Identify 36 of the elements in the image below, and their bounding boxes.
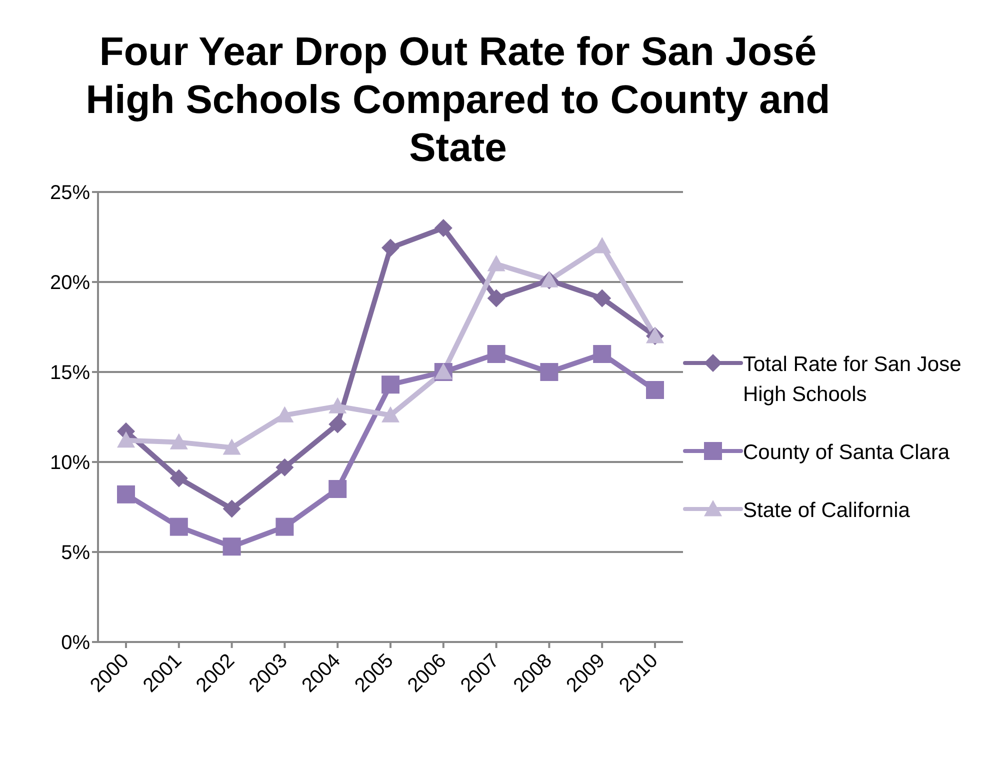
point [487,255,506,272]
legend-label: State of California [743,498,910,524]
y-tick-label: 10% [50,452,90,474]
point [276,458,294,476]
point [593,289,612,308]
y-tick-label: 25% [50,182,90,204]
point [646,381,664,399]
point [222,438,241,455]
y-tick-label: 20% [50,272,90,294]
point [117,485,135,504]
point [382,238,400,257]
point [593,237,612,254]
point [382,406,400,422]
point [170,469,188,488]
legend-label: Total Rate for San Jose High Schools [743,352,962,408]
y-tick-label: 5% [61,542,90,564]
point [117,431,135,448]
point [170,433,188,450]
point [328,480,347,498]
point [222,500,241,518]
point [276,406,294,422]
y-tick-label: 0% [61,632,90,654]
point [540,363,558,381]
legend-label: County of Santa Clara [743,440,950,466]
y-tick-label: 15% [50,362,90,384]
point [328,397,347,414]
point [487,289,506,308]
point [170,518,188,536]
chart-title: Four Year Drop Out Rate for San José High Schools Compared to County and State [84,29,832,172]
point [593,345,612,363]
point [276,518,294,536]
point [487,345,506,363]
point [328,415,347,434]
point [382,376,400,394]
point [222,538,241,556]
point [434,219,452,237]
